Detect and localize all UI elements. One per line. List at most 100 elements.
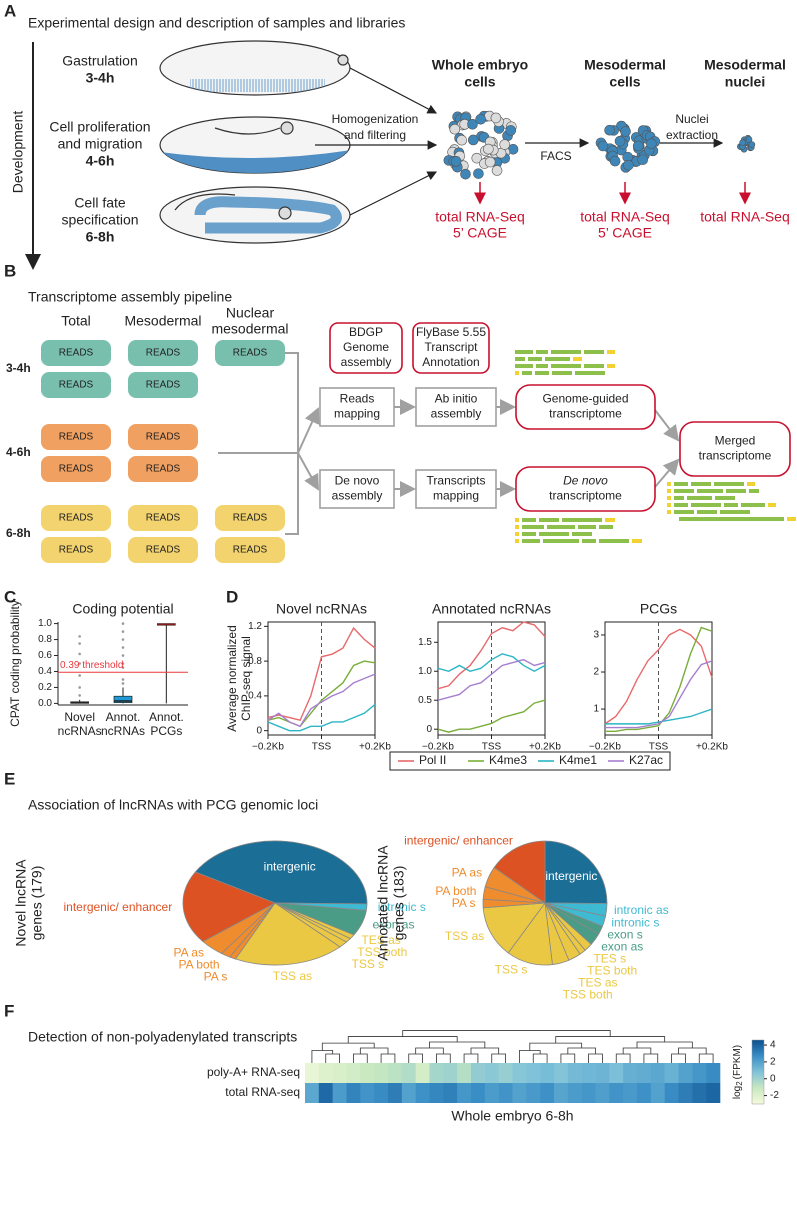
heatmap-cell <box>567 1063 582 1083</box>
signal-line <box>605 708 713 725</box>
heatmap-cell <box>595 1083 610 1103</box>
pipeline-label: mapping <box>334 407 380 421</box>
embryo-drawings <box>159 40 351 244</box>
signal-line <box>267 673 376 728</box>
dendrogram <box>491 1053 506 1063</box>
transcript-icon <box>552 371 572 375</box>
transcript-icon <box>605 518 615 522</box>
heatmap-cell <box>443 1083 458 1103</box>
pie-caption: genes (183) <box>391 866 407 941</box>
dendrogram <box>470 1047 500 1054</box>
panel-letter: F <box>4 1001 14 1020</box>
y-tick-label: 0.8 <box>248 656 262 667</box>
dendrogram <box>359 1047 389 1054</box>
heatmap-cell <box>332 1063 347 1083</box>
heatmap-cell <box>388 1063 403 1083</box>
column-header: Nuclear <box>226 305 275 321</box>
library-arrows <box>474 182 751 205</box>
transcript-icon <box>582 539 596 543</box>
transcript-icon <box>515 350 533 354</box>
heatmap-cell <box>706 1063 721 1083</box>
sample-name: cells <box>609 74 640 90</box>
cell-icon <box>499 139 511 150</box>
legend-label: K27ac <box>629 753 663 767</box>
transcript-icon <box>768 503 776 507</box>
pie-label: TSS as <box>445 929 484 943</box>
heatmap-cell <box>429 1083 444 1103</box>
transcript-icon <box>632 539 642 543</box>
heatmap-cell <box>637 1083 652 1103</box>
signal-line <box>605 626 713 732</box>
colorbar-label-base: log <box>732 1086 743 1099</box>
step-label: extraction <box>666 128 718 142</box>
outlier <box>78 635 81 638</box>
pie-label: intergenic/ enhancer <box>63 900 172 914</box>
pipeline-box <box>415 387 497 427</box>
heatmap-cell <box>484 1083 499 1103</box>
transcript-icon <box>667 510 671 514</box>
heatmap-cell <box>305 1083 320 1103</box>
dendrogram <box>321 1042 375 1051</box>
colorbar-label: log2 (FPKM) <box>732 1045 744 1099</box>
heatmap-cell <box>429 1063 444 1083</box>
y-tick-label: 1.0 <box>38 618 52 629</box>
heatmap-cell <box>305 1063 320 1083</box>
pie-label: TSS as <box>273 969 312 983</box>
heatmap-cell <box>581 1083 596 1103</box>
cell-icon <box>632 140 644 152</box>
cell-icon <box>490 112 502 124</box>
y-tick-label: 0.6 <box>38 650 52 661</box>
pie-slice <box>194 840 368 905</box>
x-tick-label: ncRNAs <box>58 724 102 738</box>
pie-label: intronic s <box>611 916 659 930</box>
x-tick-label: −0.2Kb <box>422 742 454 753</box>
transcript-icon <box>539 532 569 536</box>
pie-label: exon as <box>372 918 414 932</box>
threshold-label: 0.39 threshold <box>60 660 123 671</box>
reads-box <box>41 505 111 531</box>
x-tick-label: TSS <box>649 742 669 753</box>
reads-label: READS <box>146 432 181 443</box>
pipeline-label: assembly <box>431 407 482 421</box>
colorbar-label-sub: 2 <box>735 1081 744 1086</box>
transcript-icon <box>714 482 744 486</box>
x-axis-label: Whole embryo 6-8h <box>451 1108 573 1124</box>
outlier <box>121 682 125 685</box>
panel-letter: B <box>4 261 16 280</box>
heatmap-cell <box>360 1083 375 1103</box>
pipeline-box <box>515 384 656 430</box>
pipeline-box <box>319 469 395 509</box>
x-tick-label: Annot. <box>106 710 141 724</box>
heatmap-cell <box>637 1063 652 1083</box>
heatmap-cell <box>484 1063 499 1083</box>
signal-line <box>437 621 546 690</box>
dendrogram <box>622 1047 652 1054</box>
y-tick-label: 3 <box>593 630 599 641</box>
heatmap-cell <box>498 1083 513 1103</box>
transcript-icon <box>522 518 536 522</box>
reads-label: READS <box>146 513 181 524</box>
cell-icon <box>467 118 478 130</box>
y-tick-label: 0 <box>426 724 432 735</box>
outlier <box>121 630 125 633</box>
dendrogram <box>698 1053 714 1063</box>
heatmap-cell <box>526 1063 541 1083</box>
transcript-icon <box>787 517 796 521</box>
stage-time: 4-6h <box>86 153 115 169</box>
transcript-icon <box>515 371 519 375</box>
transcript-icon <box>562 518 602 522</box>
panel-letter: A <box>4 1 16 20</box>
transcript-icon <box>547 525 575 529</box>
dendrogram <box>529 1042 583 1051</box>
signal-line <box>437 699 546 733</box>
dendrogram <box>325 1053 340 1063</box>
transcript-icon <box>522 371 532 375</box>
pie-label: intronic s <box>378 900 426 914</box>
y-tick-label: 0.5 <box>418 695 432 706</box>
transcript-icon <box>522 525 544 529</box>
axis-label: Development <box>10 111 26 194</box>
signal-line <box>267 704 376 732</box>
pie-slice <box>482 902 546 954</box>
